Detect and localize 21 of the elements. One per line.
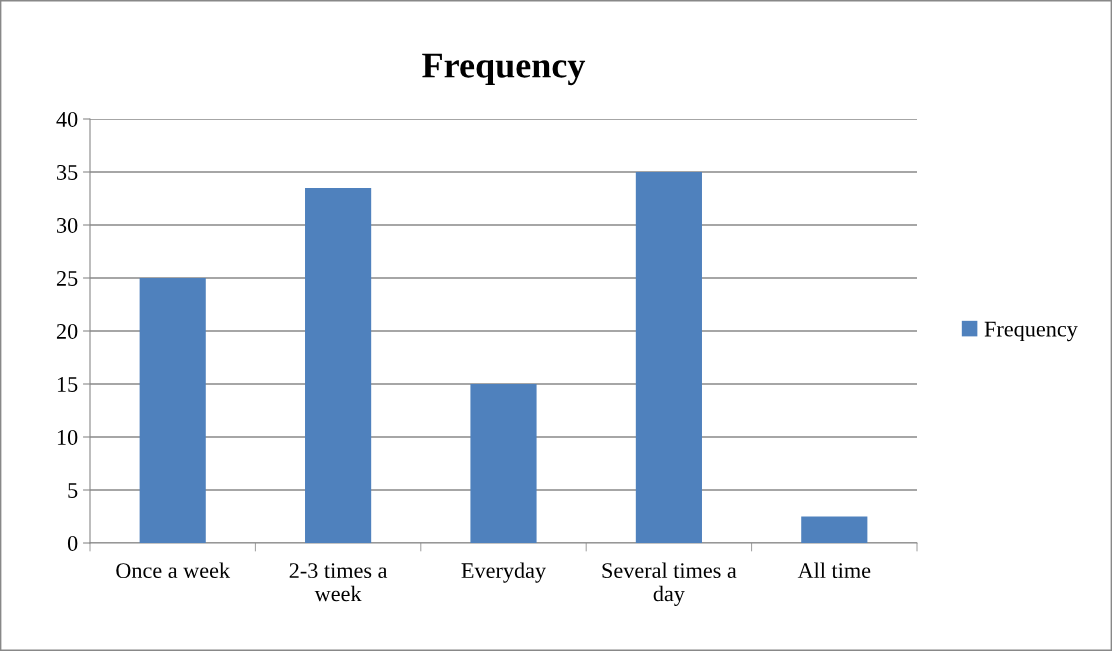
bar: [139, 278, 206, 543]
legend-label: Frequency: [984, 321, 1078, 342]
x-tick-label: Everyday: [461, 562, 546, 583]
y-tick-label: 15: [57, 377, 78, 392]
x-tick-label: Several times a day: [602, 562, 737, 606]
bar: [305, 187, 372, 543]
bar: [470, 384, 537, 543]
y-tick-label: 35: [57, 164, 78, 180]
chart-title: Frequency: [422, 53, 586, 86]
x-tick-label: Once a week: [116, 562, 231, 579]
bar: [801, 516, 868, 543]
y-tick-label: 20: [56, 323, 78, 339]
y-tick-label: 0: [67, 535, 78, 551]
y-tick-label: 30: [57, 217, 78, 233]
y-tick-label: 5: [68, 483, 78, 498]
y-tick-label: 40: [56, 111, 78, 127]
y-tick-label: 10: [57, 429, 78, 445]
x-tick-label: All time: [797, 562, 871, 579]
bar: [635, 172, 702, 543]
y-tick-label: 25: [56, 270, 78, 286]
x-tick-label: 2-3 times a week: [289, 563, 388, 602]
